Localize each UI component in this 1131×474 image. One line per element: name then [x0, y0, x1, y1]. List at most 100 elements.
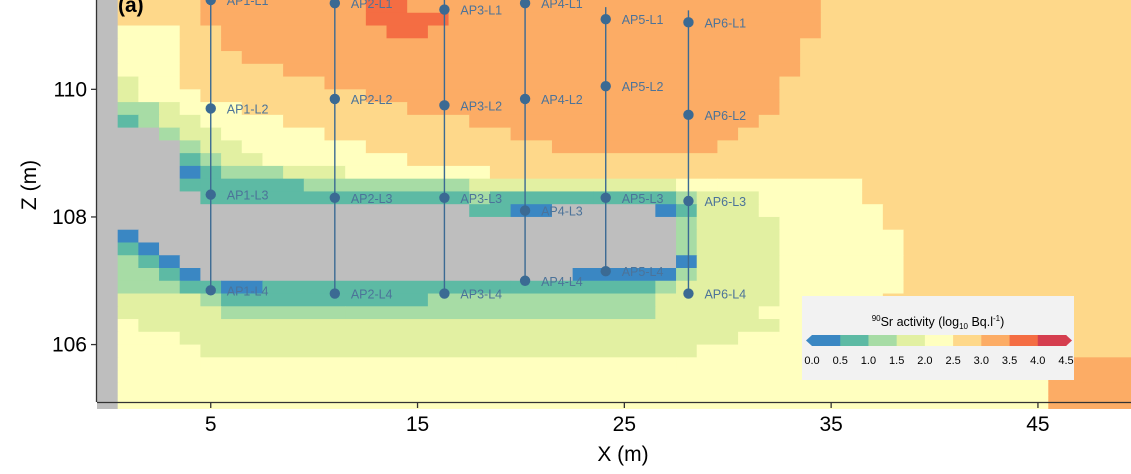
heatmap-cell	[696, 344, 822, 358]
sample-label: AP4-L1	[541, 0, 583, 11]
heatmap-cell	[717, 178, 863, 193]
heatmap-cell	[676, 357, 822, 371]
heatmap-cell	[117, 216, 677, 231]
heatmap-cell	[117, 102, 160, 116]
heatmap-cell	[924, 140, 1131, 154]
heatmap-cell	[117, 38, 181, 52]
heatmap-cell	[924, 89, 1131, 103]
heatmap-cell	[200, 89, 367, 103]
sample-label: AP4-L3	[541, 205, 583, 219]
sample-point	[439, 288, 450, 299]
heatmap-cell	[717, 140, 925, 154]
heatmap-cell	[676, 216, 698, 231]
heatmap-cell	[593, 191, 677, 205]
heatmap-cell	[117, 76, 139, 90]
heatmap-cell	[903, 229, 1131, 244]
heatmap-cell	[924, 63, 1131, 78]
heatmap-cell	[97, 12, 119, 27]
legend-swatch	[1009, 335, 1039, 346]
heatmap-cell	[179, 127, 222, 141]
sample-point	[683, 109, 694, 121]
legend-arrow-left	[806, 335, 812, 346]
heatmap-cell	[820, 0, 925, 14]
heatmap-cell	[117, 242, 139, 256]
heatmap-cell	[97, 25, 119, 39]
heatmap-cell	[117, 165, 181, 180]
sample-label: AP5-L3	[622, 192, 664, 206]
legend-title: 90Sr activity (log10 Bq.l-1)	[872, 314, 1005, 331]
sample-point	[600, 265, 611, 277]
heatmap-cell	[138, 319, 781, 333]
sample-label: AP4-L2	[541, 93, 583, 107]
legend-swatch	[953, 335, 982, 346]
legend-tick-label: 4.0	[1030, 355, 1045, 367]
heatmap-cell	[924, 25, 1131, 39]
heatmap-cell	[159, 255, 181, 269]
sample-point	[329, 288, 341, 299]
heatmap-cell	[117, 229, 139, 244]
heatmap-cell	[407, 153, 781, 167]
legend-tick-label: 1.5	[889, 355, 904, 367]
heatmap-cell	[97, 178, 119, 193]
heatmap-cell	[117, 178, 181, 193]
x-tick-label: 15	[406, 413, 429, 436]
sample-label: AP5-L2	[622, 80, 664, 94]
sample-label: AP6-L2	[704, 109, 746, 123]
heatmap-cell	[676, 268, 698, 282]
heatmap-cell	[696, 191, 760, 205]
heatmap-cell	[386, 25, 429, 39]
heatmap-cell	[903, 268, 1131, 282]
heatmap-cell	[758, 204, 884, 218]
heatmap-cell	[97, 153, 119, 167]
heatmap-cell	[221, 153, 264, 167]
heatmap-cell	[200, 114, 284, 129]
heatmap-cell	[97, 165, 119, 180]
heatmap-cell	[262, 280, 512, 295]
heatmap-cell	[696, 204, 760, 218]
heatmap-cell	[138, 229, 677, 244]
heatmap-cell	[117, 319, 139, 333]
heatmap-cell	[97, 229, 119, 244]
heatmap-cell	[676, 229, 698, 244]
heatmap-cell	[117, 0, 201, 14]
heatmap-cell	[924, 12, 1131, 27]
heatmap-cell	[903, 280, 1131, 295]
heatmap-cell	[159, 102, 181, 116]
heatmap-cell	[179, 76, 326, 90]
legend-swatch	[924, 335, 954, 346]
heatmap-cell	[97, 204, 119, 218]
sample-point	[519, 93, 531, 105]
heatmap-cell	[138, 114, 160, 129]
heatmap-cell	[221, 280, 243, 295]
heatmap-cell	[117, 127, 160, 141]
sample-label: AP3-L1	[460, 4, 502, 18]
heatmap-cell	[221, 25, 388, 39]
sample-label: AP1-L4	[227, 284, 269, 298]
heatmap-cell	[117, 357, 201, 371]
heatmap-cell	[97, 51, 119, 65]
heatmap-cell	[97, 331, 119, 346]
heatmap-cell	[924, 38, 1131, 52]
heatmap-cell	[924, 114, 1131, 129]
heatmap-cell	[97, 114, 119, 129]
heatmap-cell	[924, 51, 1131, 65]
heatmap-cell	[469, 178, 594, 193]
y-tick-label: 108	[52, 206, 87, 229]
heatmap-cell	[97, 370, 119, 384]
heatmap-cell	[97, 268, 119, 282]
legend-title-part: 10	[959, 322, 968, 331]
heatmap-cell	[882, 204, 1131, 218]
sample-label: AP1-L1	[227, 0, 269, 8]
sample-label: AP2-L4	[351, 288, 393, 302]
sample-point	[683, 17, 694, 28]
heatmap-cell	[676, 255, 698, 269]
heatmap-cell	[97, 242, 119, 256]
heatmap-cell	[738, 127, 925, 141]
sample-label: AP3-L3	[460, 192, 502, 206]
heatmap-cell	[97, 89, 119, 103]
sample-label: AP2-L2	[351, 93, 393, 107]
heatmap-cell	[448, 12, 822, 27]
heatmap-cell	[614, 280, 656, 295]
legend-arrow-right	[1066, 335, 1072, 346]
